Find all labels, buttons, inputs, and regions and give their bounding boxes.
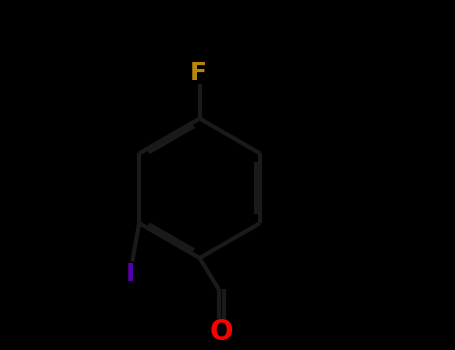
Text: O: O <box>209 318 233 346</box>
Text: F: F <box>189 61 207 85</box>
Text: I: I <box>126 262 135 286</box>
